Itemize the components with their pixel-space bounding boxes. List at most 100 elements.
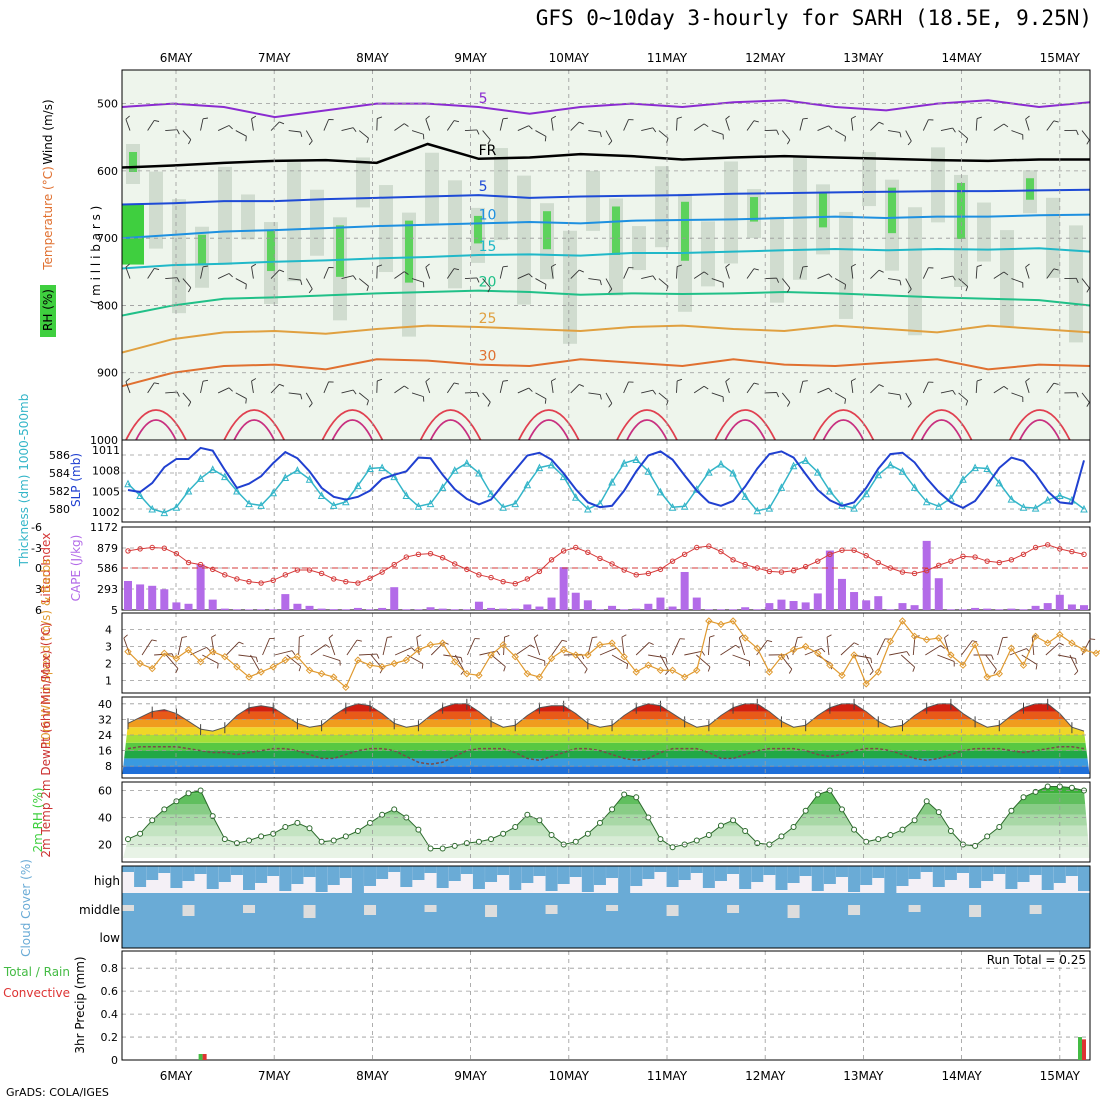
lifted-index-point	[500, 578, 506, 585]
cloud-high-bar	[412, 866, 425, 880]
date-label-bottom: 13MAY	[843, 1069, 884, 1083]
wind-barb	[308, 288, 313, 294]
wind-barb	[411, 278, 424, 283]
wind-barb	[711, 278, 724, 283]
lifted-index-point	[960, 553, 966, 560]
wind-speed-point	[705, 617, 713, 625]
wind-barb	[377, 116, 383, 119]
lifted-index-point	[391, 561, 397, 568]
rh-band	[839, 211, 853, 319]
wind-barb	[1081, 278, 1090, 289]
lifted-index-point	[1044, 542, 1051, 548]
rh-point	[548, 832, 555, 839]
cape-bar	[353, 607, 362, 610]
thickness-point	[136, 491, 144, 499]
lifted-index-point	[234, 576, 240, 582]
cape-bar	[632, 608, 641, 610]
cloud-mid-gap	[908, 905, 921, 912]
wind-barb	[491, 654, 506, 667]
thickness-point	[245, 499, 253, 508]
cloud-high-bar	[593, 866, 606, 885]
wind-barb	[411, 130, 424, 135]
lifted-index-point	[488, 574, 494, 581]
thickness-point	[426, 499, 435, 508]
cloud-high-bar	[618, 866, 631, 893]
lifted-index-point	[258, 580, 264, 586]
cloud-high-bar	[956, 866, 969, 873]
wind-barb	[404, 271, 409, 275]
isotherm	[121, 213, 1091, 240]
hot-contour-group	[1008, 409, 1071, 441]
lifted-index-point	[452, 561, 458, 567]
wind-barb	[394, 647, 412, 656]
isotherm-label: FR	[479, 143, 497, 159]
isotherm-label: 30	[479, 349, 497, 365]
wind-barb	[279, 383, 285, 387]
thickness-point	[148, 504, 157, 513]
wind-barb	[366, 137, 369, 143]
temp-band	[122, 758, 1090, 767]
run-total-label: Run Total = 0.25	[987, 953, 1086, 967]
wind-barb	[666, 400, 669, 406]
hot-contour	[714, 409, 777, 441]
wind-barb	[623, 381, 629, 394]
wind-speed-point	[209, 647, 217, 656]
rh-band	[218, 166, 232, 265]
lifted-index-point	[802, 563, 809, 570]
thickness-point	[281, 473, 290, 481]
lifted-index-point	[379, 569, 385, 575]
wind-barb	[1053, 120, 1059, 123]
cape-bar	[958, 609, 967, 610]
cape-bar	[801, 602, 810, 610]
lifted-index-point	[524, 576, 531, 582]
wind-speed-point	[499, 641, 507, 649]
wind-speed-point	[1043, 639, 1052, 647]
lifted-index-point	[851, 547, 857, 553]
wind-barb	[235, 392, 247, 399]
wind-barb	[235, 278, 247, 285]
wind-barb	[550, 380, 554, 393]
wind-barb	[255, 657, 258, 663]
wind-barb	[308, 140, 313, 146]
cloud-high-bar	[255, 866, 268, 883]
wind-barb	[1011, 130, 1023, 136]
precip-total-bar	[198, 1054, 203, 1060]
wind-barb	[993, 123, 1005, 131]
date-label-bottom: 10MAY	[549, 1069, 590, 1083]
wind-barb	[851, 115, 856, 120]
date-label-top: 8MAY	[356, 51, 389, 65]
thickness-point	[1019, 503, 1028, 511]
wind-barb	[188, 139, 192, 145]
wind-barb	[341, 389, 354, 394]
cape-bar	[220, 608, 229, 610]
wind-barb	[599, 647, 617, 656]
wind-barb	[725, 381, 730, 394]
temp-tick: 40	[98, 698, 112, 711]
wind-barb	[709, 635, 715, 638]
wind-barb	[703, 271, 709, 276]
date-label-top: 11MAY	[647, 51, 688, 65]
cloud-high-bar	[920, 866, 933, 872]
rh-core	[267, 230, 275, 272]
pressure-tick: 900	[97, 367, 118, 380]
wind-barb	[993, 385, 1005, 394]
wind-barb	[270, 383, 280, 394]
wind-barb	[776, 129, 780, 135]
thickness-point	[342, 497, 350, 506]
cape-bar	[644, 603, 653, 610]
rh-band	[586, 170, 600, 231]
wind-barb	[899, 394, 902, 400]
cape-bar	[317, 608, 326, 610]
wind-barb	[487, 287, 491, 293]
wind-barb	[1059, 642, 1064, 646]
hot-contour-group	[812, 409, 875, 441]
wind-speed-point	[753, 644, 761, 652]
cape-bar	[523, 604, 532, 610]
cape-bar	[971, 607, 980, 610]
wind-barb	[570, 384, 580, 394]
wind-barb	[476, 277, 480, 283]
wind-barb	[626, 663, 629, 670]
cloud-high-bar	[339, 866, 352, 878]
rh-point	[996, 823, 1003, 830]
thickness-point	[172, 503, 181, 511]
